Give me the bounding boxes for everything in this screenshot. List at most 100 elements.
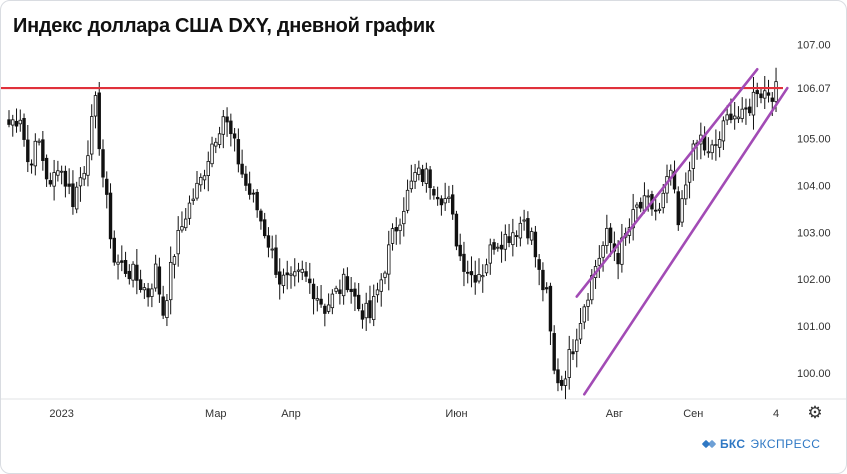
candle-body	[116, 261, 120, 265]
candle-body	[127, 270, 132, 280]
candle-body	[575, 339, 579, 352]
candle-body	[52, 172, 56, 187]
candle-body	[684, 184, 688, 200]
candle-body	[552, 333, 556, 371]
gear-icon[interactable]: ⚙	[807, 403, 823, 422]
candle-body	[420, 169, 425, 183]
candle-body	[567, 349, 571, 378]
candle-body	[138, 279, 143, 290]
candle-body	[394, 227, 398, 232]
candle-body	[356, 294, 361, 310]
candle-body	[608, 227, 613, 244]
candle-body	[67, 183, 71, 187]
candle-body	[78, 177, 83, 187]
x-tick-label: 4	[773, 408, 779, 420]
candle-body	[748, 106, 752, 114]
y-tick-label: 101.00	[797, 321, 831, 333]
candle-body	[766, 92, 771, 96]
candle-body	[413, 172, 417, 182]
x-tick-label: 2023	[49, 408, 73, 420]
candle-body	[270, 248, 274, 251]
candle-body	[26, 139, 30, 163]
candle-body	[296, 269, 301, 272]
candle-body	[732, 115, 737, 120]
candle-body	[417, 167, 421, 175]
candle-body	[435, 196, 440, 200]
candle-body	[308, 278, 312, 284]
candle-body	[202, 175, 207, 181]
candle-body	[48, 180, 53, 185]
candle-body	[176, 230, 180, 255]
candle-body	[338, 289, 342, 294]
candle-body	[405, 189, 410, 211]
candle-body	[44, 157, 49, 180]
candle-body	[150, 288, 154, 297]
candle-body	[251, 192, 256, 195]
candle-body	[582, 306, 586, 323]
candle-body	[217, 133, 222, 145]
candle-body	[402, 210, 406, 225]
candle-body	[244, 173, 248, 186]
candle-body	[353, 288, 357, 297]
candle-body	[199, 176, 203, 186]
candle-body	[334, 287, 338, 292]
candle-body	[601, 245, 605, 258]
candle-body	[590, 275, 594, 301]
candle-body	[330, 293, 335, 309]
candle-body	[514, 235, 519, 237]
candle-body	[409, 180, 414, 190]
candle-body	[638, 201, 643, 209]
candle-body	[120, 260, 124, 263]
candle-body	[541, 269, 545, 291]
candle-body	[383, 272, 387, 278]
candle-body	[714, 144, 718, 146]
candle-body	[578, 323, 583, 340]
candle-body	[706, 151, 711, 154]
candle-body	[454, 213, 459, 247]
candle-body	[240, 163, 244, 175]
candle-body	[86, 155, 90, 176]
candle-body	[751, 91, 756, 116]
candle-body	[507, 236, 511, 243]
candle-body	[364, 302, 368, 319]
candle-body	[518, 222, 523, 239]
candle-body	[597, 257, 602, 266]
candle-body	[379, 279, 383, 292]
candle-body	[180, 226, 184, 231]
candle-body	[481, 275, 485, 278]
candle-body	[533, 231, 538, 258]
candle-body	[522, 219, 526, 222]
candle-body	[29, 163, 34, 166]
candle-body	[372, 296, 376, 320]
candle-body	[105, 178, 109, 195]
candle-body	[654, 209, 658, 212]
candle-body	[123, 259, 128, 274]
candle-body	[18, 119, 22, 125]
x-tick-label: Июн	[445, 408, 467, 420]
candle-body	[387, 244, 391, 275]
candle-body	[721, 120, 726, 142]
candle-body	[345, 276, 350, 291]
candle-body	[375, 289, 380, 296]
candle-body	[740, 108, 744, 119]
candle-body	[469, 271, 474, 276]
candle-body	[168, 261, 173, 301]
candle-body	[14, 120, 19, 127]
candle-body	[59, 170, 64, 173]
candle-body	[736, 116, 741, 120]
candle-body	[7, 119, 11, 125]
candle-body	[41, 139, 45, 161]
candle-body	[492, 242, 496, 250]
candle-body	[646, 195, 650, 198]
y-tick-label: 104.00	[797, 180, 831, 192]
candle-body	[56, 170, 60, 176]
candle-body	[232, 133, 237, 139]
candle-body	[691, 143, 696, 169]
brand-mark-icon	[703, 438, 715, 450]
channel-upper-line	[575, 67, 759, 298]
y-tick-label: 100.00	[797, 368, 831, 380]
candle-body	[563, 378, 568, 386]
candle-body	[529, 231, 534, 241]
